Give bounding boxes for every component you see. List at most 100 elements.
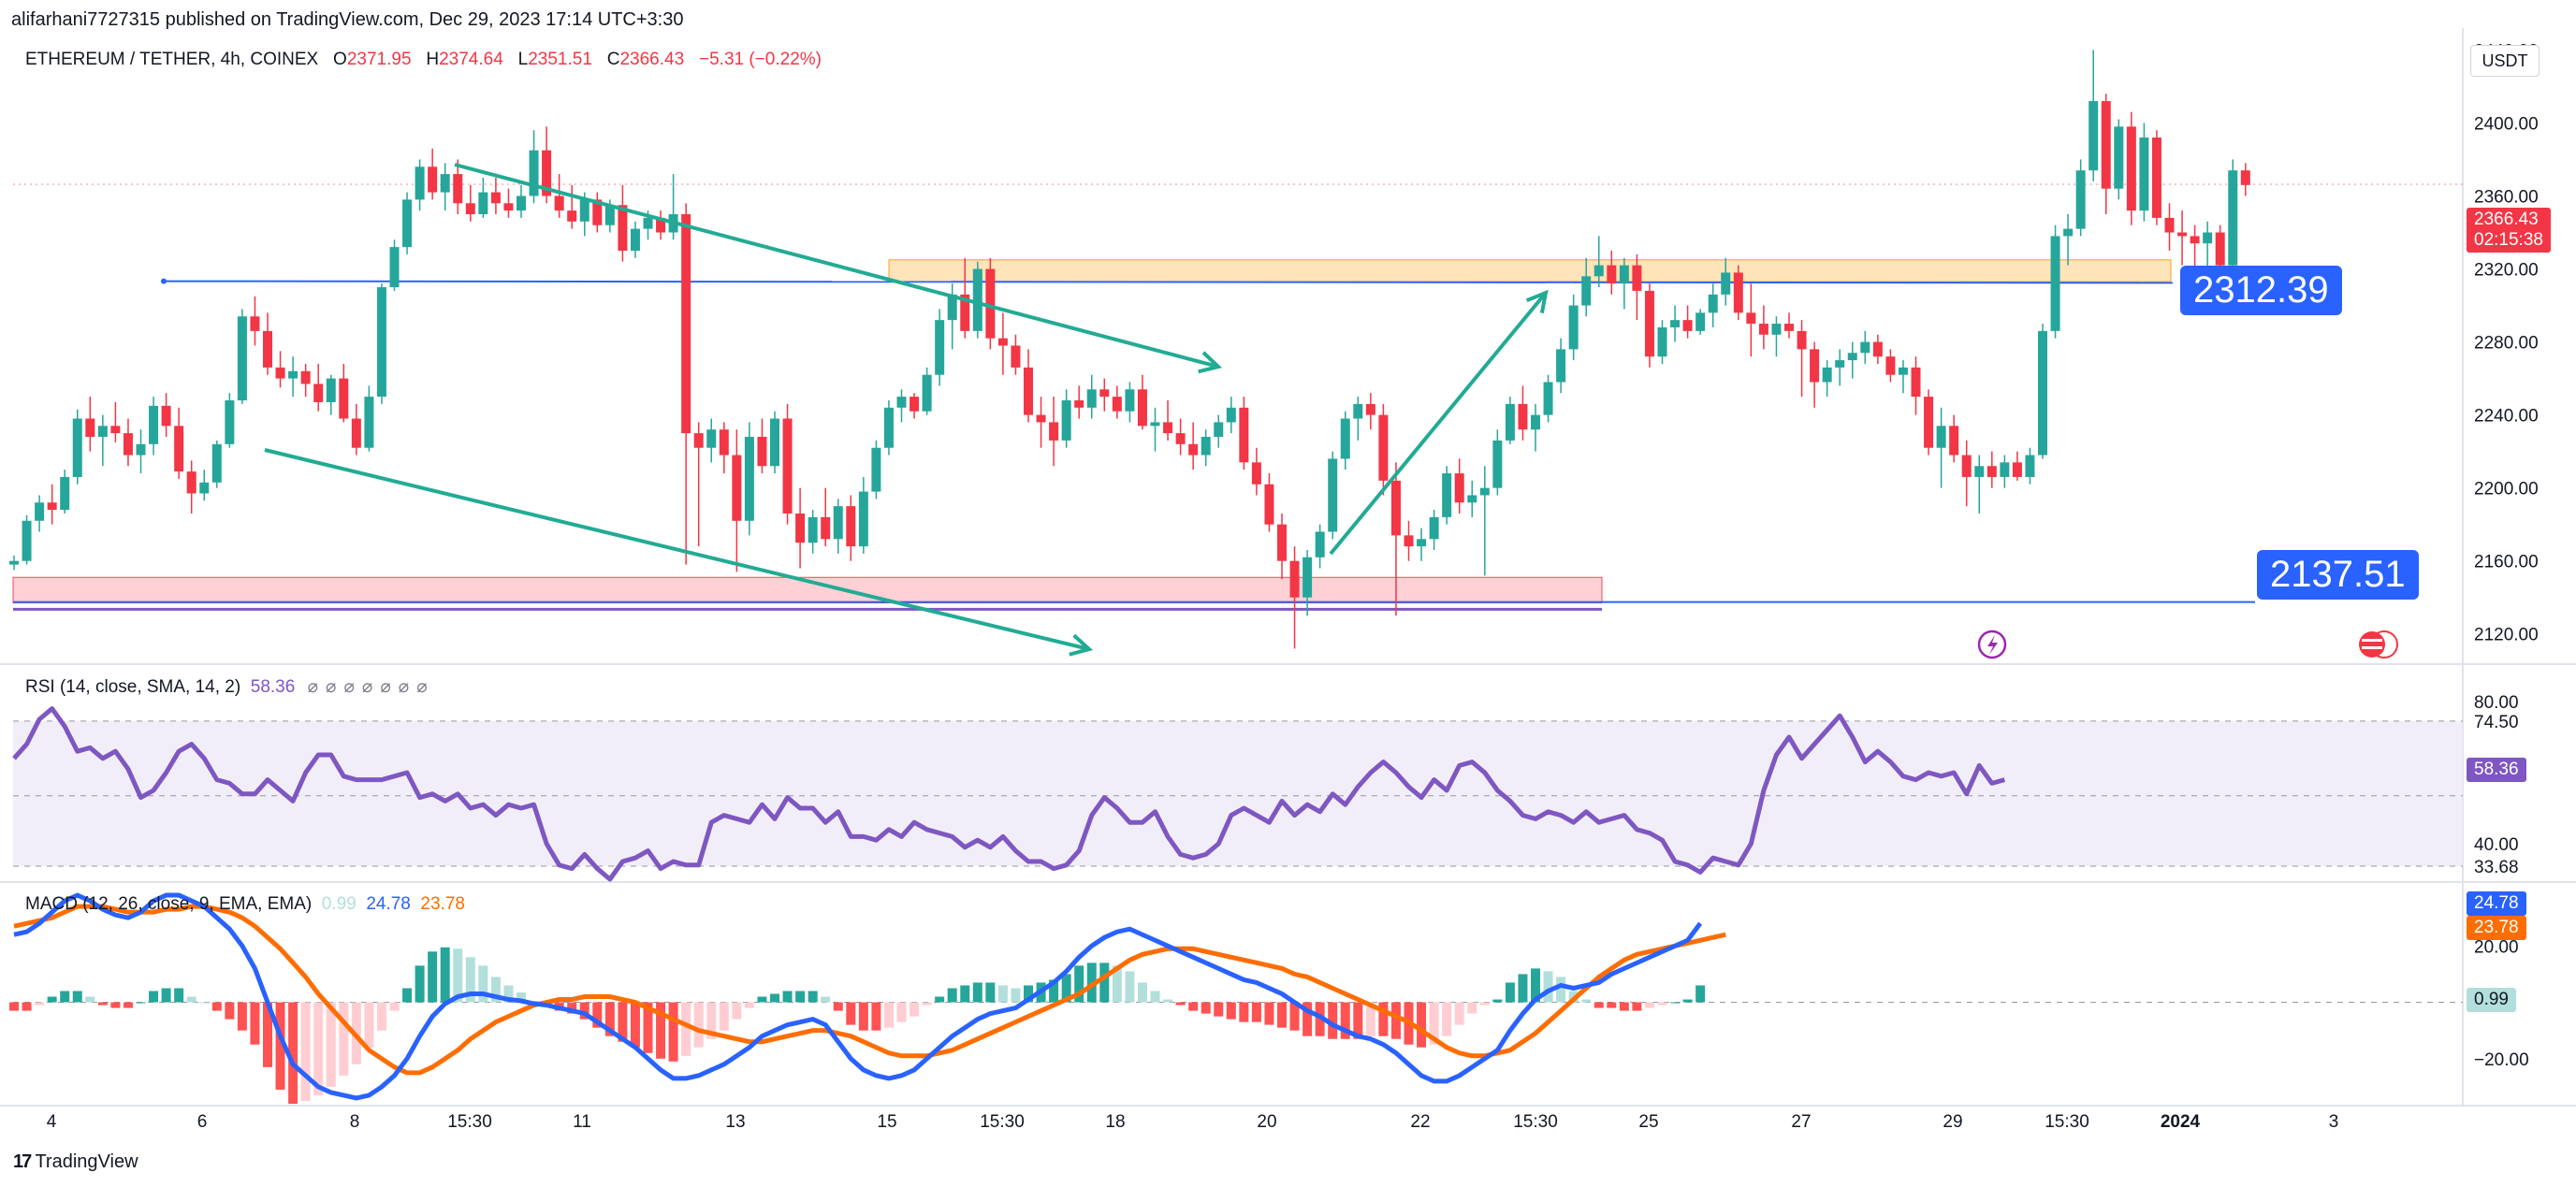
rsi-legend-icons[interactable]: ⌀⌀⌀⌀⌀⌀⌀ bbox=[307, 677, 435, 697]
macd-histogram-bar bbox=[693, 1002, 704, 1048]
macd-histogram-bar bbox=[9, 1002, 19, 1011]
time-tick-label: 15 bbox=[877, 1112, 896, 1132]
published-caption: alifarhani7727315 published on TradingVi… bbox=[11, 9, 684, 30]
candle-body bbox=[136, 443, 146, 456]
candle-body bbox=[1924, 397, 1934, 448]
candle-body bbox=[972, 268, 982, 331]
macd-histogram-bar bbox=[643, 1002, 653, 1053]
macd-histogram-bar bbox=[22, 1002, 32, 1011]
candle-body bbox=[211, 443, 222, 483]
candle-body bbox=[1518, 403, 1528, 430]
candle-body bbox=[402, 199, 413, 248]
symbol-name[interactable]: ETHEREUM / TETHER, 4h, COINEX bbox=[25, 50, 319, 69]
candle-body bbox=[326, 378, 336, 402]
candle-body bbox=[1214, 422, 1224, 438]
macd-histogram-bar bbox=[858, 1002, 868, 1031]
rsi-value-badge: 58.36 bbox=[2467, 758, 2526, 782]
tradingview-wordmark: TradingView bbox=[35, 1151, 138, 1172]
macd-legend-title[interactable]: MACD (12, 26, close, 9, EMA, EMA) bbox=[25, 894, 313, 914]
macd-legend-signal: 23.78 bbox=[420, 894, 465, 914]
candle-body bbox=[72, 418, 82, 477]
rsi-legend-title[interactable]: RSI (14, close, SMA, 14, 2) bbox=[25, 677, 241, 697]
candle-body bbox=[592, 199, 603, 225]
level-anchor-upper bbox=[161, 278, 167, 284]
high-value: 2374.64 bbox=[439, 50, 503, 69]
candle-body bbox=[351, 418, 361, 448]
rsi-legend: RSI (14, close, SMA, 14, 2) 58.36 ⌀⌀⌀⌀⌀⌀… bbox=[25, 676, 435, 698]
macd-histogram-bar bbox=[1454, 1002, 1464, 1025]
candle-body bbox=[1898, 367, 1908, 375]
macd-histogram-bar bbox=[833, 1002, 843, 1011]
candle-body bbox=[237, 316, 247, 401]
candle-body bbox=[225, 400, 235, 444]
macd-histogram-bar bbox=[211, 1002, 222, 1011]
level-label-upper[interactable]: 2312.39 bbox=[2180, 266, 2342, 315]
macd-histogram-bar bbox=[1214, 1002, 1224, 1017]
candle-body bbox=[985, 268, 996, 339]
candle-body bbox=[1594, 265, 1604, 277]
trend-lines[interactable] bbox=[264, 163, 1549, 657]
macd-histogram-bar bbox=[618, 1002, 628, 1042]
macd-histogram-bar bbox=[947, 988, 957, 1003]
macd-pane: 20.00 −20.00 bbox=[9, 892, 2529, 1104]
macd-histogram-bar bbox=[85, 996, 95, 1003]
candle-body bbox=[1125, 389, 1135, 412]
candle-body bbox=[453, 174, 463, 204]
macd-histogram-bar bbox=[1251, 1002, 1261, 1022]
currency-button[interactable]: USDT bbox=[2470, 45, 2540, 77]
time-tick-label: 15:30 bbox=[1513, 1112, 1558, 1132]
candle-body bbox=[1632, 265, 1642, 291]
candle-body bbox=[1074, 400, 1084, 408]
candle-body bbox=[719, 429, 729, 456]
candle-body bbox=[47, 502, 57, 511]
macd-histogram-bar bbox=[1505, 982, 1515, 1003]
candle-body bbox=[2240, 170, 2250, 185]
macd-histogram-bar bbox=[47, 996, 57, 1003]
macd-histogram-bar bbox=[1607, 1002, 1617, 1008]
macd-tick-label: −20.00 bbox=[2474, 1050, 2529, 1070]
macd-histogram-bar bbox=[706, 1002, 717, 1039]
chart-icons[interactable] bbox=[1977, 630, 2398, 659]
candle-body bbox=[1353, 403, 1363, 419]
candle-body bbox=[389, 247, 400, 288]
candle-body bbox=[1099, 389, 1110, 398]
tradingview-brand[interactable]: 17 TradingView bbox=[13, 1151, 138, 1173]
candle-body bbox=[300, 370, 311, 384]
macd-histogram-bar bbox=[935, 996, 945, 1003]
macd-histogram-bar bbox=[1137, 982, 1147, 1003]
macd-histogram-bar bbox=[1353, 1002, 1363, 1039]
candle-body bbox=[2139, 138, 2149, 211]
candle-body bbox=[1188, 443, 1199, 456]
time-tick-label: 20 bbox=[1257, 1112, 1276, 1132]
horizontal-levels[interactable] bbox=[13, 183, 2463, 611]
macd-histogram-bar bbox=[326, 1002, 336, 1087]
candle-body bbox=[1201, 437, 1211, 456]
candle-body bbox=[554, 195, 564, 211]
candle-body bbox=[858, 491, 868, 547]
macd-histogram-bar bbox=[490, 977, 501, 1003]
symbol-legend: ETHEREUM / TETHER, 4h, COINEX O2371.95 H… bbox=[25, 50, 822, 70]
candle-body bbox=[1492, 440, 1503, 488]
candle-body bbox=[757, 437, 767, 467]
candle-body bbox=[415, 166, 425, 200]
macd-histogram-bar bbox=[1099, 963, 1110, 1003]
macd-histogram-bar bbox=[1442, 1002, 1452, 1036]
macd-histogram-bar bbox=[1378, 1002, 1389, 1036]
macd-histogram-bar bbox=[453, 948, 463, 1003]
macd-legend-hist: 0.99 bbox=[321, 894, 357, 914]
level-label-lower[interactable]: 2137.51 bbox=[2257, 550, 2419, 600]
macd-histogram-bar bbox=[1696, 985, 1706, 1003]
candle-body bbox=[517, 195, 526, 211]
candle-body bbox=[604, 205, 615, 225]
rsi-band bbox=[13, 720, 2463, 867]
candle-body bbox=[935, 320, 945, 375]
candle-body bbox=[97, 426, 108, 438]
high-label: H bbox=[426, 50, 440, 69]
price-tick-label: 2120.00 bbox=[2474, 626, 2539, 645]
candle-body bbox=[1835, 360, 1845, 368]
candle-body bbox=[693, 433, 704, 448]
open-label: O bbox=[333, 50, 347, 69]
rsi-tick-label: 40.00 bbox=[2474, 835, 2519, 855]
candle-body bbox=[1961, 455, 1972, 477]
